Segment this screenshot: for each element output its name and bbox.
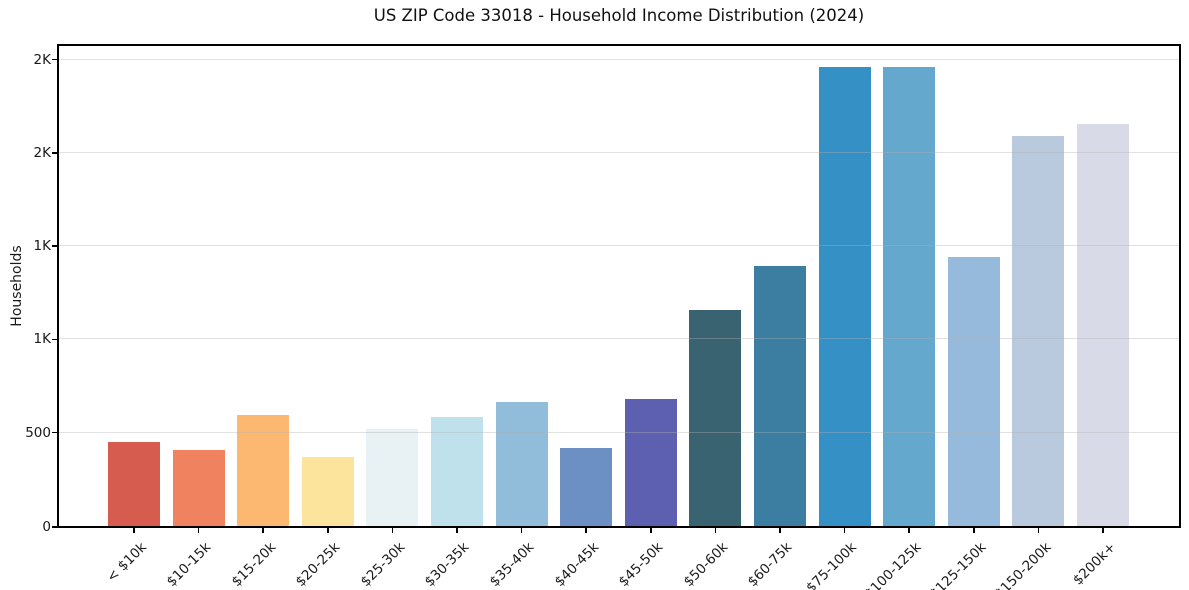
x-tick-mark (520, 528, 523, 533)
x-tick-mark (650, 528, 652, 533)
y-tick-label: 2K (33, 51, 51, 68)
gridline (59, 245, 1179, 247)
y-axis-label: Households (9, 245, 25, 327)
y-tick-label: 1K (33, 331, 51, 348)
y-tick-mark (52, 58, 57, 61)
x-tick-mark (456, 528, 458, 533)
bar-$40-45k (560, 447, 613, 526)
x-tick-mark (197, 528, 200, 533)
y-tick-mark (52, 245, 57, 247)
x-tick-mark (779, 528, 781, 533)
x-tick-mark (843, 528, 846, 533)
bar-$25-30k (366, 429, 419, 526)
bar-$15-20k (237, 415, 290, 526)
gridline (59, 431, 1179, 433)
x-tick-mark (1037, 528, 1040, 533)
y-tick-label: 500 (25, 424, 51, 441)
x-tick-mark (327, 528, 329, 533)
bar-$125-150k (947, 257, 1000, 526)
bar-$75-100k (818, 67, 871, 526)
gridline (59, 58, 1179, 60)
x-tick-mark (133, 528, 135, 533)
bar-$10-15k (172, 449, 225, 526)
bar-$60-75k (754, 265, 806, 526)
x-tick-mark (908, 528, 910, 533)
y-tick-mark (52, 338, 57, 341)
bar-$45-50k (624, 399, 677, 526)
plot-area (57, 44, 1181, 528)
bar-$100-125k (883, 67, 936, 526)
chart-title: US ZIP Code 33018 - Household Income Dis… (373, 6, 865, 25)
x-tick-mark (262, 528, 264, 533)
x-tick-mark (1102, 528, 1104, 533)
y-tick-label: 0 (42, 519, 51, 535)
x-tick-mark (973, 528, 975, 533)
bar-< $10k (108, 442, 160, 526)
bar-$150-200k (1012, 136, 1065, 526)
y-tick-mark (52, 431, 57, 434)
gridline (59, 338, 1179, 340)
bar-$200k+ (1077, 123, 1129, 526)
bar-$30-35k (431, 416, 483, 526)
bar-$20-25k (301, 456, 354, 526)
x-tick-mark (714, 528, 717, 533)
x-tick-mark (391, 528, 394, 533)
y-tick-mark (52, 526, 57, 528)
x-tick-mark (585, 528, 587, 533)
y-tick-mark (52, 152, 57, 154)
y-tick-label: 2K (33, 144, 51, 161)
gridline (59, 151, 1179, 153)
y-tick-label: 1K (33, 238, 51, 255)
bar-$50-60k (689, 309, 742, 526)
bar-$35-40k (495, 401, 548, 526)
